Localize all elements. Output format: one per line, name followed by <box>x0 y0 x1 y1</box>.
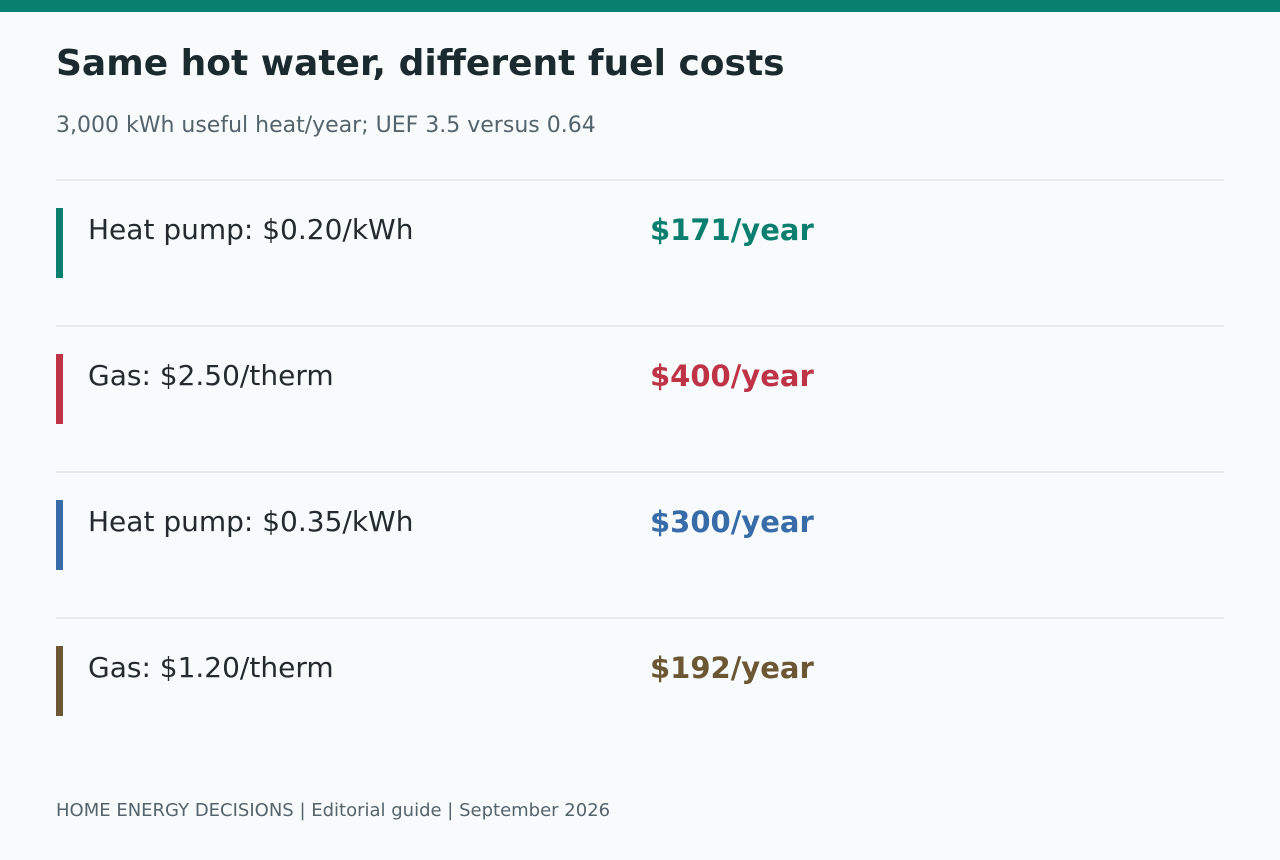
row-annual-cost: $171/year <box>650 213 814 247</box>
row-label: Heat pump: $0.35/kWh <box>88 505 414 538</box>
page-subtitle: 3,000 kWh useful heat/year; UEF 3.5 vers… <box>56 113 596 138</box>
row-label: Gas: $2.50/therm <box>88 359 334 392</box>
cost-comparison-list: Heat pump: $0.20/kWh $171/year Gas: $2.5… <box>56 179 1224 763</box>
row-annual-cost: $300/year <box>650 505 814 539</box>
comparison-row-gas-high: Gas: $2.50/therm $400/year <box>56 325 1224 471</box>
row-annual-cost: $400/year <box>650 359 814 393</box>
comparison-row-heat-pump-low: Heat pump: $0.20/kWh $171/year <box>56 179 1224 325</box>
row-label: Gas: $1.20/therm <box>88 651 334 684</box>
row-color-marker <box>56 208 63 278</box>
comparison-row-gas-low: Gas: $1.20/therm $192/year <box>56 617 1224 763</box>
row-label: Heat pump: $0.20/kWh <box>88 213 414 246</box>
row-color-marker <box>56 500 63 570</box>
top-accent-bar <box>0 0 1280 12</box>
row-color-marker <box>56 646 63 716</box>
page-footer: HOME ENERGY DECISIONS | Editorial guide … <box>56 800 611 821</box>
page-title: Same hot water, different fuel costs <box>56 43 785 84</box>
row-annual-cost: $192/year <box>650 651 814 685</box>
comparison-row-heat-pump-high: Heat pump: $0.35/kWh $300/year <box>56 471 1224 617</box>
row-color-marker <box>56 354 63 424</box>
